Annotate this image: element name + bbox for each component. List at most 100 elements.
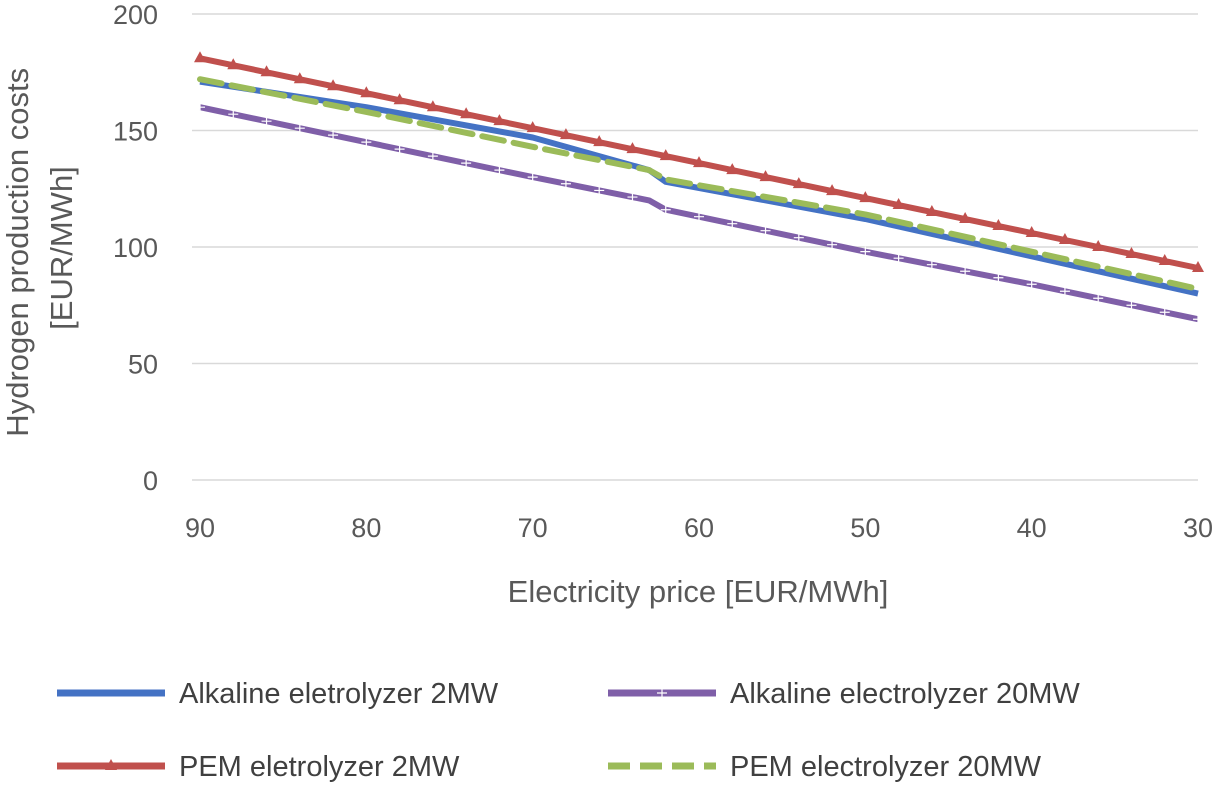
series-marker	[1158, 253, 1171, 265]
series-marker	[594, 185, 605, 196]
legend-label: PEM electrolyzer 20MW	[730, 751, 1042, 783]
legend-marker	[657, 688, 667, 698]
x-axis-ticks: 90 80 70 60 50 40 30	[185, 513, 1213, 543]
series-marker	[294, 123, 305, 134]
x-axis-title: Electricity price [EUR/MWh]	[508, 574, 889, 609]
series-marker	[659, 149, 672, 161]
series-marker	[361, 137, 372, 148]
x-tick-label: 40	[1017, 513, 1047, 543]
series-marker	[827, 239, 838, 250]
series-marker	[792, 177, 805, 189]
series-marker	[559, 128, 572, 140]
series-marker	[726, 163, 739, 175]
series-4	[197, 76, 1201, 292]
y-axis-ticks: 0 50 100 150 200	[113, 0, 158, 496]
series-marker	[1125, 246, 1138, 258]
y-tick-label: 150	[113, 117, 158, 147]
series-line	[197, 76, 1201, 292]
legend: Alkaline eletrolyzer 2MW Alkaline electro…	[57, 678, 1080, 783]
x-tick-label: 60	[684, 513, 714, 543]
series-marker	[926, 259, 937, 270]
legend-item: Alkaline eletrolyzer 2MW	[57, 678, 499, 710]
series-marker	[227, 58, 240, 70]
series-marker	[328, 130, 339, 141]
series-marker	[892, 198, 905, 210]
series-marker	[327, 79, 340, 91]
series-marker	[1058, 233, 1071, 245]
legend-label: Alkaline eletrolyzer 2MW	[179, 678, 499, 710]
series-marker	[228, 109, 239, 120]
series-marker	[493, 114, 506, 126]
series-marker	[360, 86, 373, 98]
series-marker	[925, 205, 938, 217]
gridlines	[192, 13, 1198, 481]
series-marker	[494, 165, 505, 176]
series-marker	[693, 156, 705, 168]
legend-marker	[105, 759, 117, 770]
x-tick-label: 80	[351, 513, 381, 543]
series-marker	[560, 178, 571, 189]
x-tick-label: 90	[185, 513, 215, 543]
x-tick-label: 30	[1183, 513, 1213, 543]
series-marker	[394, 144, 405, 155]
series-marker	[261, 116, 272, 127]
series-marker	[527, 172, 538, 183]
series-marker	[1093, 293, 1104, 304]
series-marker	[627, 192, 638, 203]
series-marker	[426, 100, 439, 112]
series-line	[199, 104, 1199, 323]
series-marker	[660, 204, 671, 215]
y-tick-label: 200	[113, 0, 158, 30]
legend-item: PEM electrolyzer 20MW	[608, 751, 1042, 783]
series-marker	[393, 93, 406, 105]
x-tick-label: 70	[518, 513, 548, 543]
series-marker	[194, 51, 206, 63]
series-marker	[593, 135, 606, 147]
series-marker	[293, 72, 306, 84]
series-marker	[1092, 240, 1105, 251]
series-marker	[1192, 260, 1204, 272]
series-marker	[626, 142, 639, 154]
series-lines	[194, 51, 1204, 325]
legend-label: PEM eletrolyzer 2MW	[179, 751, 460, 783]
series-marker	[694, 211, 704, 222]
series-marker	[760, 225, 771, 236]
series-marker	[793, 232, 804, 243]
series-3	[194, 51, 1204, 272]
series-marker	[1126, 300, 1137, 311]
series-marker	[992, 219, 1005, 231]
series-marker	[460, 107, 473, 119]
y-axis-title-line-2: [EUR/MWh]	[44, 166, 79, 330]
legend-label: Alkaline electrolyzer 20MW	[730, 678, 1080, 710]
series-marker	[1193, 314, 1203, 325]
y-tick-label: 0	[143, 466, 158, 496]
legend-item: PEM eletrolyzer 2MW	[57, 751, 460, 783]
y-tick-label: 50	[128, 350, 158, 380]
series-marker	[1026, 279, 1037, 290]
series-marker	[427, 151, 438, 162]
series-2	[195, 102, 1203, 325]
series-marker	[759, 170, 772, 182]
series-marker	[959, 212, 972, 224]
x-tick-label: 50	[850, 513, 880, 543]
series-marker	[1159, 307, 1170, 318]
y-axis-title-line-1: Hydrogen production costs	[0, 68, 35, 437]
legend-item: Alkaline electrolyzer 20MW	[608, 678, 1080, 710]
y-tick-label: 100	[113, 233, 158, 263]
series-marker	[526, 121, 539, 133]
y-axis-title: Hydrogen production costs [EUR/MWh]	[0, 59, 79, 436]
series-marker	[461, 158, 472, 169]
series-marker	[859, 191, 872, 203]
series-marker	[1025, 226, 1038, 238]
series-marker	[260, 65, 273, 77]
series-marker	[960, 266, 971, 277]
series-marker	[860, 246, 871, 257]
series-marker	[826, 184, 839, 196]
series-marker	[195, 102, 205, 113]
series-marker	[993, 272, 1004, 283]
series-marker	[727, 218, 738, 229]
series-marker	[1059, 286, 1070, 297]
series-marker	[893, 253, 904, 264]
